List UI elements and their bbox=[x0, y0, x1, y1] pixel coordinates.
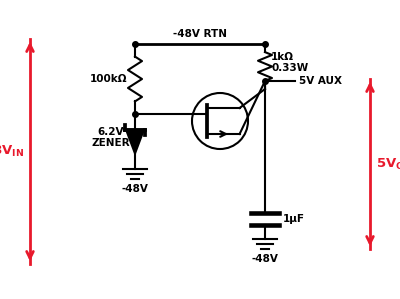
Text: $\mathbf{5V}_{\mathbf{OUT}}$: $\mathbf{5V}_{\mathbf{OUT}}$ bbox=[376, 156, 400, 172]
Text: 1kΩ
0.33W: 1kΩ 0.33W bbox=[271, 52, 308, 73]
Text: -48V: -48V bbox=[252, 254, 278, 264]
Text: 100kΩ: 100kΩ bbox=[90, 74, 127, 84]
Polygon shape bbox=[126, 129, 144, 153]
Text: -48V: -48V bbox=[122, 184, 148, 194]
Text: $-\mathbf{48V}_{\mathbf{IN}}$: $-\mathbf{48V}_{\mathbf{IN}}$ bbox=[0, 144, 24, 159]
Text: -48V RTN: -48V RTN bbox=[173, 29, 227, 39]
Text: 1μF: 1μF bbox=[283, 214, 305, 224]
Text: 5V AUX: 5V AUX bbox=[299, 76, 342, 86]
Text: 6.2V
ZENER: 6.2V ZENER bbox=[92, 127, 130, 148]
